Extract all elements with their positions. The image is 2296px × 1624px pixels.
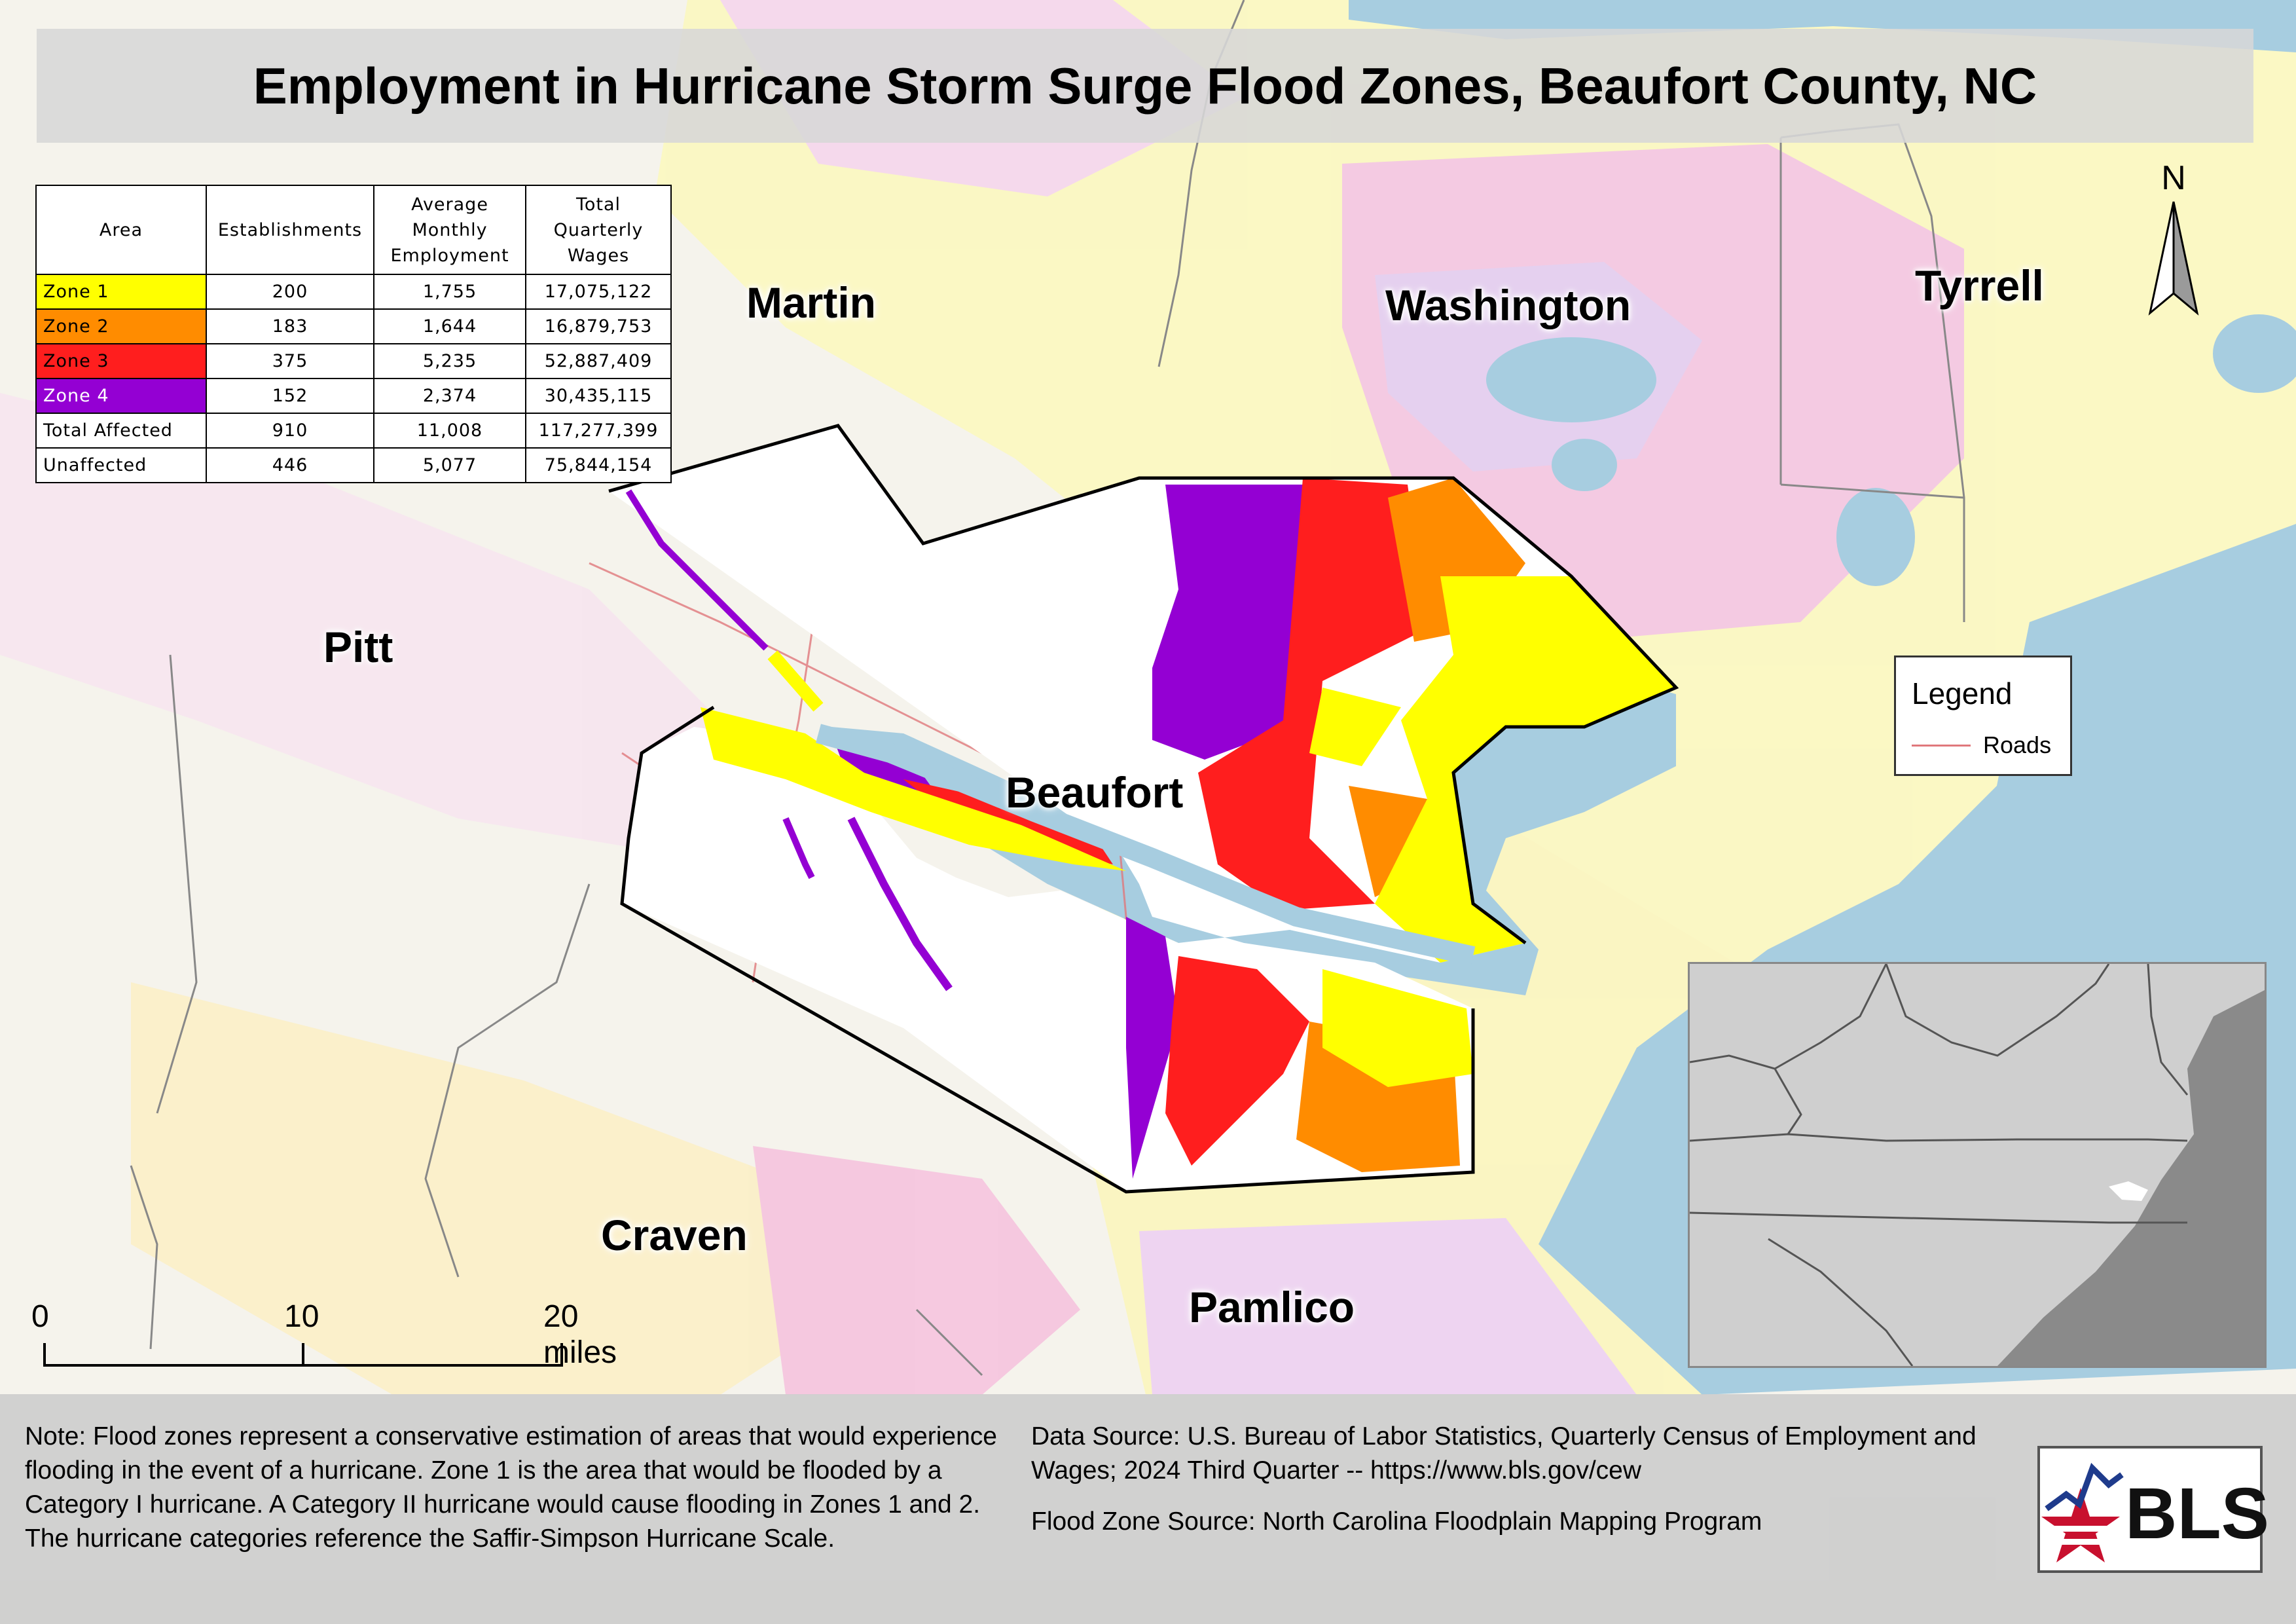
row-area: Zone 4 (36, 378, 206, 413)
scale-tick-20 (560, 1343, 563, 1367)
row-area: Zone 2 (36, 309, 206, 344)
flood-zone-source: Flood Zone Source: North Carolina Floodp… (1031, 1507, 2039, 1536)
row-establishments: 200 (206, 274, 374, 309)
bls-star-icon (2040, 1449, 2125, 1570)
header-wages-text: Total Quarterly Wages (546, 192, 651, 268)
inset-locator-map (1688, 962, 2267, 1368)
scale-tick-0 (43, 1343, 46, 1367)
map-title: Employment in Hurricane Storm Surge Floo… (253, 56, 2037, 116)
row-area: Zone 1 (36, 274, 206, 309)
county-label-beaufort: Beaufort (1006, 767, 1183, 817)
county-label-craven: Craven (601, 1210, 748, 1260)
table-row-zone-3: Zone 3 375 5,235 52,887,409 (36, 344, 671, 378)
inset-map-graphic (1690, 964, 2265, 1366)
county-label-washington: Washington (1385, 280, 1631, 330)
map-legend: Legend Roads (1894, 655, 2072, 776)
scale-label-10: 10 (284, 1299, 319, 1335)
table-row-zone-4: Zone 4 152 2,374 30,435,115 (36, 378, 671, 413)
header-employment-text: Average Monthly Employment (384, 192, 515, 268)
row-wages: 75,844,154 (526, 448, 671, 483)
row-wages: 17,075,122 (526, 274, 671, 309)
roads-legend-line (1912, 745, 1971, 747)
header-establishments: Establishments (206, 185, 374, 274)
table-row-zone-1: Zone 1 200 1,755 17,075,122 (36, 274, 671, 309)
scale-bar: 0 10 20 miles (31, 1299, 621, 1377)
row-area: Total Affected (36, 413, 206, 448)
row-wages: 117,277,399 (526, 413, 671, 448)
county-label-pamlico: Pamlico (1189, 1282, 1355, 1332)
scale-label-20: 20 miles (543, 1299, 621, 1371)
row-area: Zone 3 (36, 344, 206, 378)
row-employment: 1,755 (374, 274, 526, 309)
header-wages: Total Quarterly Wages (526, 185, 671, 274)
county-label-martin: Martin (746, 278, 876, 327)
data-source: Data Source: U.S. Bureau of Labor Statis… (1031, 1420, 2039, 1488)
bls-logo: BLS (2037, 1446, 2263, 1573)
row-employment: 2,374 (374, 378, 526, 413)
north-arrow: N (2141, 162, 2206, 320)
row-employment: 11,008 (374, 413, 526, 448)
row-establishments: 183 (206, 309, 374, 344)
row-employment: 1,644 (374, 309, 526, 344)
row-establishments: 910 (206, 413, 374, 448)
row-employment: 5,077 (374, 448, 526, 483)
county-label-tyrrell: Tyrrell (1915, 261, 2044, 310)
row-establishments: 375 (206, 344, 374, 378)
title-bar: Employment in Hurricane Storm Surge Floo… (37, 29, 2253, 143)
row-establishments: 152 (206, 378, 374, 413)
row-wages: 52,887,409 (526, 344, 671, 378)
row-employment: 5,235 (374, 344, 526, 378)
table-row-zone-2: Zone 2 183 1,644 16,879,753 (36, 309, 671, 344)
scale-label-0: 0 (31, 1299, 49, 1335)
row-establishments: 446 (206, 448, 374, 483)
header-area: Area (36, 185, 206, 274)
flood-zone-note: Note: Flood zones represent a conservati… (25, 1420, 1020, 1556)
row-wages: 16,879,753 (526, 309, 671, 344)
scale-tick-10 (302, 1343, 304, 1367)
table-row-unaffected: Unaffected 446 5,077 75,844,154 (36, 448, 671, 483)
county-label-pitt: Pitt (323, 622, 393, 672)
table-row-total-affected: Total Affected 910 11,008 117,277,399 (36, 413, 671, 448)
row-area: Unaffected (36, 448, 206, 483)
row-wages: 30,435,115 (526, 378, 671, 413)
legend-title: Legend (1912, 676, 2013, 711)
north-arrow-icon (2141, 162, 2206, 320)
employment-table: Area Establishments Average Monthly Empl… (35, 185, 672, 483)
roads-legend-label: Roads (1983, 731, 2051, 759)
bls-logo-text: BLS (2125, 1472, 2269, 1555)
header-employment: Average Monthly Employment (374, 185, 526, 274)
